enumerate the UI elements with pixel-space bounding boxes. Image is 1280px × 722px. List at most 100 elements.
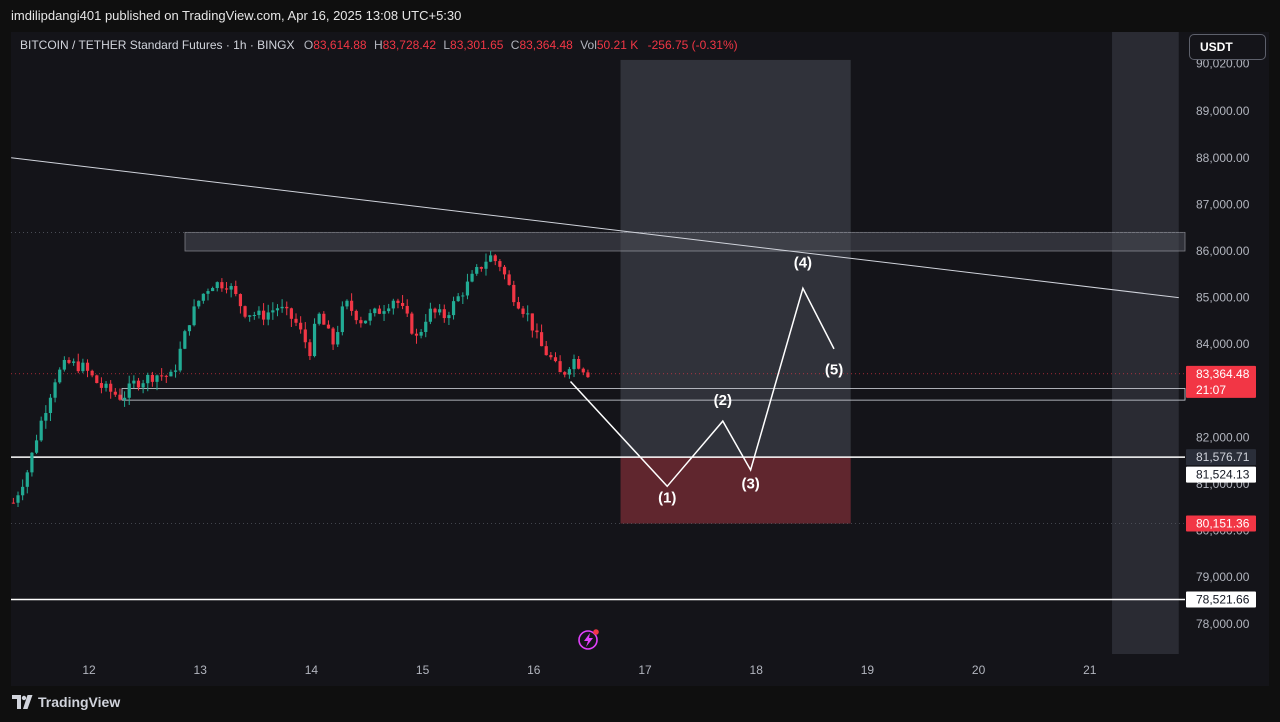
candle-body — [206, 291, 210, 294]
candle-body — [261, 310, 266, 320]
vol-label: Vol — [580, 38, 597, 52]
candle-body — [405, 305, 409, 314]
candle-body — [11, 502, 15, 504]
price-tick: 82,000.00 — [1196, 430, 1250, 444]
candle-body — [234, 286, 238, 295]
price-tick: 79,000.00 — [1196, 570, 1250, 584]
candle-body — [53, 382, 57, 398]
candle-body — [109, 383, 113, 392]
candle-body — [16, 495, 20, 503]
candle-body — [113, 391, 117, 395]
candle-body — [359, 320, 363, 324]
lightning-icon — [578, 629, 599, 650]
wave-label-5: (5) — [825, 361, 843, 378]
time-tick: 12 — [82, 663, 96, 677]
candle-body — [76, 361, 80, 372]
candle-body — [345, 300, 349, 307]
candle-body — [312, 323, 317, 357]
candle-body — [243, 306, 247, 317]
last-price-label: 83,364.48 — [1196, 367, 1250, 381]
projection-box — [620, 59, 851, 524]
wave-label-1: (1) — [658, 490, 676, 507]
high-value: 83,728.42 — [382, 38, 437, 52]
currency-button[interactable]: USDT — [1189, 34, 1266, 60]
candle-body — [95, 375, 99, 384]
time-tick: 15 — [416, 663, 430, 677]
candle-body — [581, 368, 585, 373]
projection-grey-rect — [620, 59, 851, 458]
price-tick: 84,000.00 — [1196, 337, 1250, 351]
candle-body — [410, 313, 414, 334]
candle-body — [336, 332, 340, 345]
candle-body — [428, 308, 432, 322]
time-tick: 13 — [194, 663, 208, 677]
candle-body — [155, 375, 159, 382]
tradingview-logo-icon — [12, 695, 33, 709]
stop-label: 80,151.36 — [1196, 517, 1250, 531]
resistance-zone — [184, 231, 1186, 252]
stop-label-box — [1186, 515, 1256, 532]
candle-body — [248, 315, 252, 317]
price-tick: 87,000.00 — [1196, 197, 1250, 211]
price-tick: 90,020.00 — [1196, 57, 1250, 71]
price-axis[interactable] — [1185, 32, 1269, 654]
candle-body — [377, 308, 382, 314]
candle-body — [470, 273, 474, 282]
price-tick: 89,000.00 — [1196, 104, 1250, 118]
candle-body — [104, 383, 108, 388]
candle-body — [572, 359, 576, 370]
candle-body — [526, 313, 530, 315]
candle-body — [465, 281, 470, 296]
close-label: C — [510, 38, 520, 52]
candles — [11, 250, 590, 508]
candle-body — [308, 342, 312, 357]
open-value: 83,614.88 — [313, 38, 367, 52]
candle-body — [21, 486, 25, 496]
candle-body — [127, 383, 131, 398]
wave-label-4: (4) — [794, 254, 812, 271]
candle-body — [340, 306, 344, 333]
candle-body — [516, 302, 521, 309]
candle-body — [67, 359, 71, 363]
price-tick: 85,000.00 — [1196, 291, 1250, 305]
candle-body — [220, 282, 224, 289]
candle-body — [363, 320, 368, 324]
time-tick: 19 — [861, 663, 875, 677]
candle-body — [558, 361, 562, 373]
levels — [11, 231, 1186, 601]
candle-body — [146, 374, 150, 384]
candle-body — [266, 312, 270, 320]
candle-body — [419, 332, 423, 336]
projection-red-rect — [620, 457, 851, 524]
candle-body — [577, 359, 581, 369]
candle-body — [326, 324, 331, 329]
candle-body — [122, 397, 127, 400]
candle-body — [368, 313, 372, 321]
wave-polyline — [569, 286, 835, 488]
candle-body — [521, 308, 525, 314]
time-tick: 17 — [638, 663, 652, 677]
wave-labels: (1) (2) (3) (4) (5) — [658, 254, 843, 506]
support-label: 78,521.66 — [1196, 592, 1250, 606]
chart-area[interactable] — [11, 32, 1185, 654]
candle-body — [160, 375, 164, 377]
symbol-legend: BITCOIN / TETHER Standard Futures · 1h ·… — [20, 38, 738, 52]
candle-body — [456, 296, 460, 302]
candle-body — [58, 369, 62, 383]
candle-body — [39, 420, 43, 441]
candle-body — [567, 369, 571, 375]
candle-body — [387, 308, 391, 312]
future-shade — [1112, 32, 1179, 654]
time-axis[interactable] — [11, 654, 1269, 686]
candle-body — [544, 346, 548, 356]
tradingview-brand[interactable]: TradingView — [12, 694, 120, 710]
wave-path — [569, 286, 835, 488]
time-tick: 14 — [305, 663, 319, 677]
candle-body — [391, 300, 395, 309]
candle-body — [141, 383, 145, 388]
candle-body — [539, 332, 544, 347]
candle-body — [30, 452, 34, 473]
candle-body — [238, 294, 243, 307]
candle-body — [173, 370, 178, 372]
